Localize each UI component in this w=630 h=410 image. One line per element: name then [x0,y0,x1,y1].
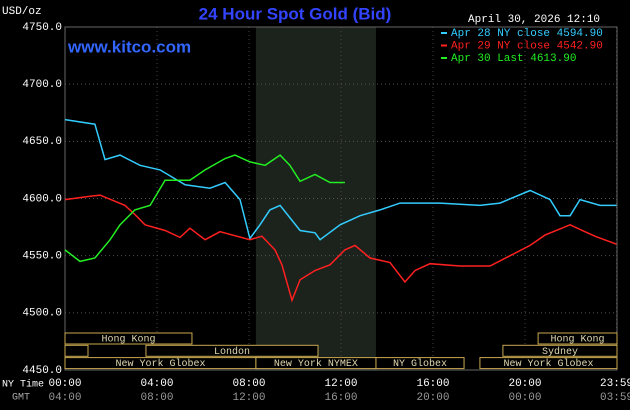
y-tick-label: 4750.0 [22,22,62,34]
y-tick-label: 4450.0 [22,365,62,377]
session-box [479,357,618,370]
session-label: New York NYMEX [274,358,358,370]
website: www.kitco.com [67,37,191,56]
y-axis-label: USD/oz [2,6,42,18]
session-box [64,332,193,345]
plot-frame [64,26,618,371]
legend-label: Apr 30 Last 4613.90 [451,53,576,65]
session-label: Hong Kong [101,335,155,346]
chart-title: 24 Hour Spot Gold (Bid) [199,4,392,23]
session-label: Hong Kong [551,335,605,346]
shaded-session [255,27,376,370]
x-tick-label: 00:00 [48,378,81,390]
session-label: NY Globex [393,358,447,370]
x-tick-label: 08:00 [232,378,265,390]
x2-tick-label: 16:00 [324,392,357,404]
x-tick-label: 04:00 [140,378,173,390]
session-box [145,344,319,357]
session-box [64,344,89,357]
session-box [375,357,465,370]
x-row-label: NY Time [2,379,44,391]
x-tick-label: 23:59 [600,378,630,390]
y-tick-label: 4500.0 [22,308,62,320]
price-line [64,194,617,303]
session-label: New York Globex [503,358,593,370]
session-box [537,332,618,345]
price-line [64,154,345,263]
x2-tick-label: 00:00 [508,392,541,404]
legend-label: Apr 29 NY close 4542.90 [451,40,603,52]
session-label: London [214,346,250,358]
x-tick-label: 12:00 [324,378,357,390]
x-row-label: GMT [12,393,30,404]
x-tick-label: 20:00 [508,378,541,390]
y-tick-label: 4700.0 [22,79,62,91]
x2-tick-label: 20:00 [416,392,449,404]
x2-tick-label: 08:00 [140,392,173,404]
x-tick-label: 16:00 [416,378,449,390]
timestamp: April 30, 2026 12:10 [468,14,600,26]
session-label: New York Globex [115,358,205,370]
y-tick-label: 4600.0 [22,193,62,205]
x2-tick-label: 12:00 [232,392,265,404]
session-label: Sydney [542,346,578,358]
x2-tick-label: 04:00 [48,392,81,404]
y-tick-label: 4650.0 [22,136,62,148]
x2-tick-label: 03:59 [600,392,630,404]
legend-label: Apr 28 NY close 4594.90 [451,28,603,40]
y-tick-label: 4550.0 [22,251,62,263]
session-box [502,344,618,357]
price-line [64,118,617,241]
